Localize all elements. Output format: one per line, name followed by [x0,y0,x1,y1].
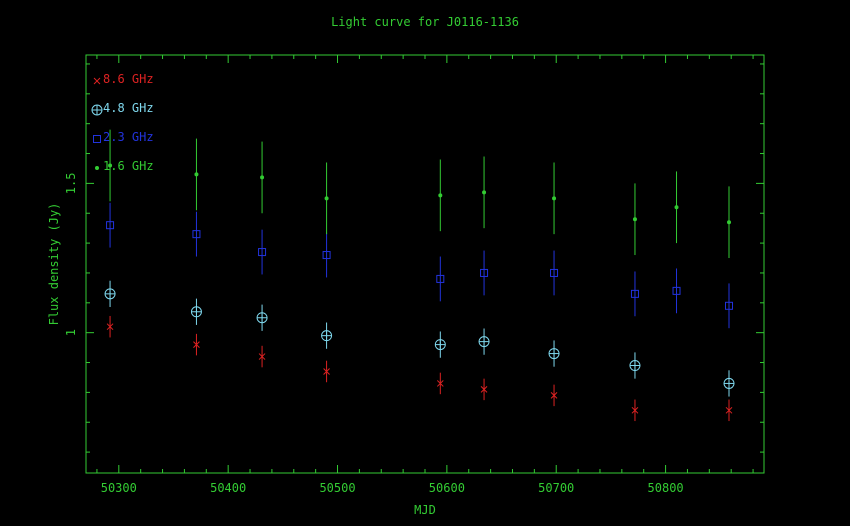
marker-square [322,251,331,260]
marker-x [436,380,444,387]
marker-x [631,406,639,414]
y-tick-label: 1 [64,329,78,336]
series-8-6-ghz [106,315,733,422]
legend-label: 4.8 GHz [103,101,154,115]
marker-dot [674,205,679,210]
marker-dot [108,163,113,168]
marker-square [436,274,445,283]
marker-x [480,386,488,393]
marker-dot [482,190,487,195]
marker-x [193,341,200,348]
marker-square [106,221,115,230]
marker-square [672,286,681,295]
legend-label: 1.6 GHz [103,159,154,173]
y-tick-label: 1.5 [64,173,78,195]
y-tick-labels: 11.5 [64,173,78,337]
series-1-6-ghz [108,129,732,259]
chart-title: Light curve for J0116-1136 [331,15,519,29]
marker-dot [438,193,443,198]
marker-x [725,406,733,414]
marker-square [93,135,101,143]
x-tick-labels: 50300 50400 50500 50600 50700 50800 [101,481,684,495]
axis-ticks [86,55,764,473]
legend-label: 8.6 GHz [103,72,154,86]
marker-dot [552,196,557,201]
x-tick-label: 50300 [101,481,137,495]
marker-square [630,289,639,298]
marker-square [550,268,559,277]
marker-dot [260,175,265,180]
x-tick-label: 50600 [429,481,465,495]
legend-item: 1.6 GHz [95,159,154,173]
legend-item: 4.8 GHz [91,101,154,116]
marker-x [550,392,558,399]
y-axis-label: Flux density (Jy) [47,203,61,326]
marker-dot [324,196,329,201]
marker-dot [194,172,199,177]
marker-x [93,77,101,85]
marker-square [725,301,734,310]
marker-x [258,353,266,360]
x-tick-label: 50500 [319,481,355,495]
marker-x [106,323,114,331]
x-axis-label: MJD [414,503,436,517]
legend: 8.6 GHz 4.8 GHz 2.3 GHz 1.6 GHz [91,72,154,173]
marker-square [258,248,267,257]
legend-item: 8.6 GHz [93,72,154,86]
x-tick-label: 50700 [538,481,574,495]
plot-frame [85,54,765,474]
x-tick-label: 50400 [210,481,246,495]
marker-dot [95,166,99,170]
marker-dot [727,220,732,225]
data-series [104,129,735,422]
marker-square [480,268,489,277]
marker-dot [632,217,637,222]
marker-x [323,368,330,375]
x-tick-label: 50800 [648,481,684,495]
marker-square [192,230,201,239]
series-2-3-ghz [106,202,734,329]
legend-label: 2.3 GHz [103,130,154,144]
series-4-8-ghz [104,280,735,397]
legend-item: 2.3 GHz [93,130,154,144]
